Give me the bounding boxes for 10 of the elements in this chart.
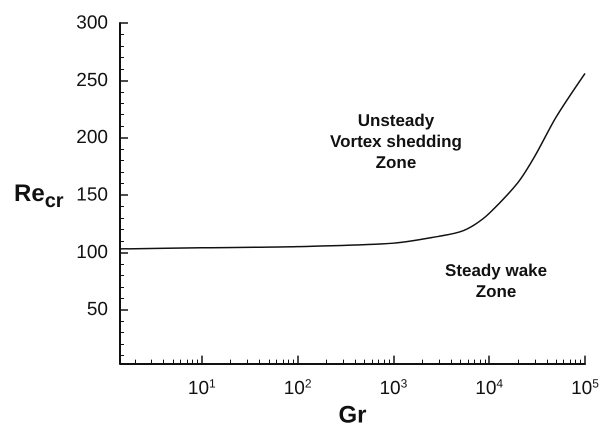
- y-axis-title: Re$_{cr}$: [14, 180, 64, 213]
- y-tick-label: 50: [86, 299, 108, 320]
- annotation: Unsteady Vortex shedding Zone: [330, 111, 462, 172]
- y-tick-label: 250: [76, 70, 108, 91]
- annotation: Steady wake Zone: [445, 261, 548, 301]
- y-tick-label: 100: [76, 242, 108, 263]
- y-tick-label: 300: [76, 12, 108, 34]
- x-axis-title: Gr: [338, 402, 367, 428]
- y-tick-label: 200: [76, 127, 108, 148]
- y-tick-label: 150: [76, 184, 108, 206]
